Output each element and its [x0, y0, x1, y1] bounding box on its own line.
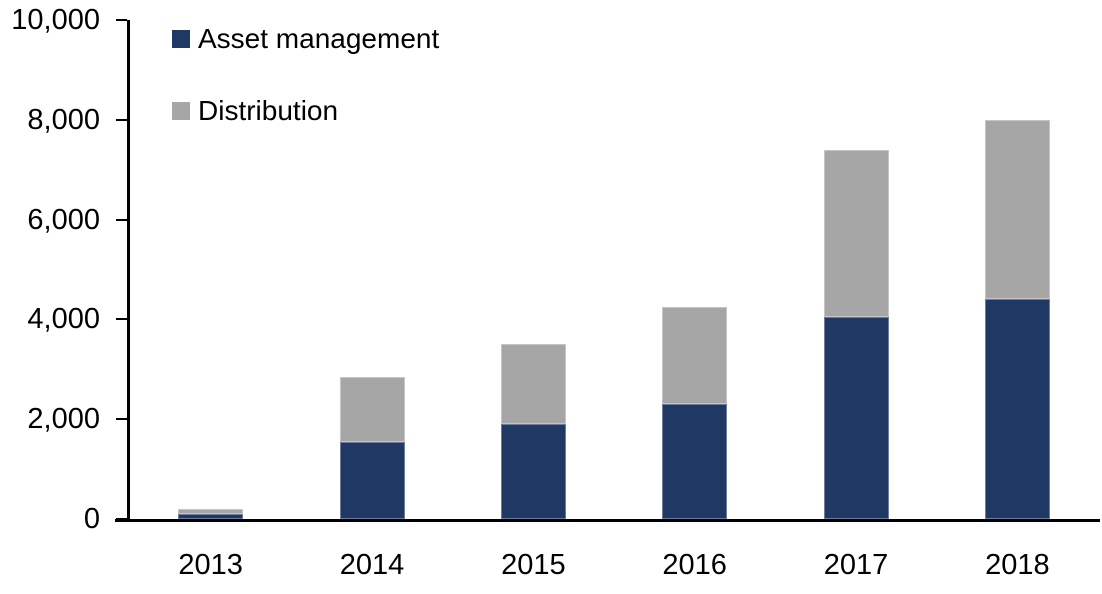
y-axis-tick-label: 2,000: [27, 403, 100, 436]
legend-label-distribution: Distribution: [198, 95, 339, 126]
bar-2014: [339, 376, 405, 519]
x-axis-category-label: 2014: [339, 549, 405, 581]
y-axis-tick: [116, 318, 127, 321]
bar-segment-distribution-2018: [984, 119, 1050, 300]
bar-segment-distribution-2016: [662, 306, 728, 405]
bar-2017: [823, 149, 889, 519]
bar-segment-asset-management-2017: [823, 316, 889, 519]
legend-swatch-distribution: [172, 102, 190, 120]
legend-item-distribution: Distribution: [172, 95, 439, 126]
bar-segment-distribution-2014: [339, 376, 405, 442]
y-axis-tick-label: 10,000: [11, 4, 100, 36]
bar-segment-asset-management-2015: [500, 424, 566, 519]
legend-swatch-asset-management: [172, 30, 190, 48]
y-axis-tick: [116, 418, 127, 421]
bar-segment-asset-management-2018: [984, 299, 1050, 519]
x-axis-category-label: 2018: [985, 549, 1050, 581]
bar-segment-asset-management-2013: [178, 514, 244, 519]
legend: Asset management Distribution: [172, 23, 439, 126]
bar-2013: [178, 509, 244, 519]
x-axis-category-label: 2016: [662, 549, 727, 581]
bar-2015: [500, 344, 566, 519]
y-axis-tick-label: 0: [83, 503, 100, 535]
x-axis-category-label: 2013: [178, 549, 243, 581]
y-axis-tick-label: 8,000: [27, 103, 100, 136]
bar-segment-asset-management-2016: [662, 404, 728, 519]
y-axis-tick-label: 6,000: [27, 203, 100, 236]
bar-segment-distribution-2015: [500, 344, 566, 425]
legend-item-asset-management: Asset management: [172, 23, 439, 54]
bar-2018: [984, 119, 1050, 519]
y-axis-tick: [116, 518, 127, 520]
bar-2016: [662, 306, 728, 519]
y-axis-line: [127, 20, 130, 522]
x-axis-category-label: 2015: [501, 549, 566, 581]
bar-segment-distribution-2017: [823, 149, 889, 317]
legend-label-asset-management: Asset management: [198, 23, 440, 54]
bar-segment-distribution-2013: [178, 509, 244, 514]
y-axis-tick: [116, 218, 127, 221]
x-axis-category-label: 2017: [823, 549, 889, 581]
bar-segment-asset-management-2014: [339, 441, 405, 519]
x-axis-line: [115, 519, 1100, 522]
y-axis-tick: [116, 19, 127, 21]
y-axis-tick: [116, 118, 127, 121]
y-axis-tick-label: 4,000: [27, 303, 100, 336]
